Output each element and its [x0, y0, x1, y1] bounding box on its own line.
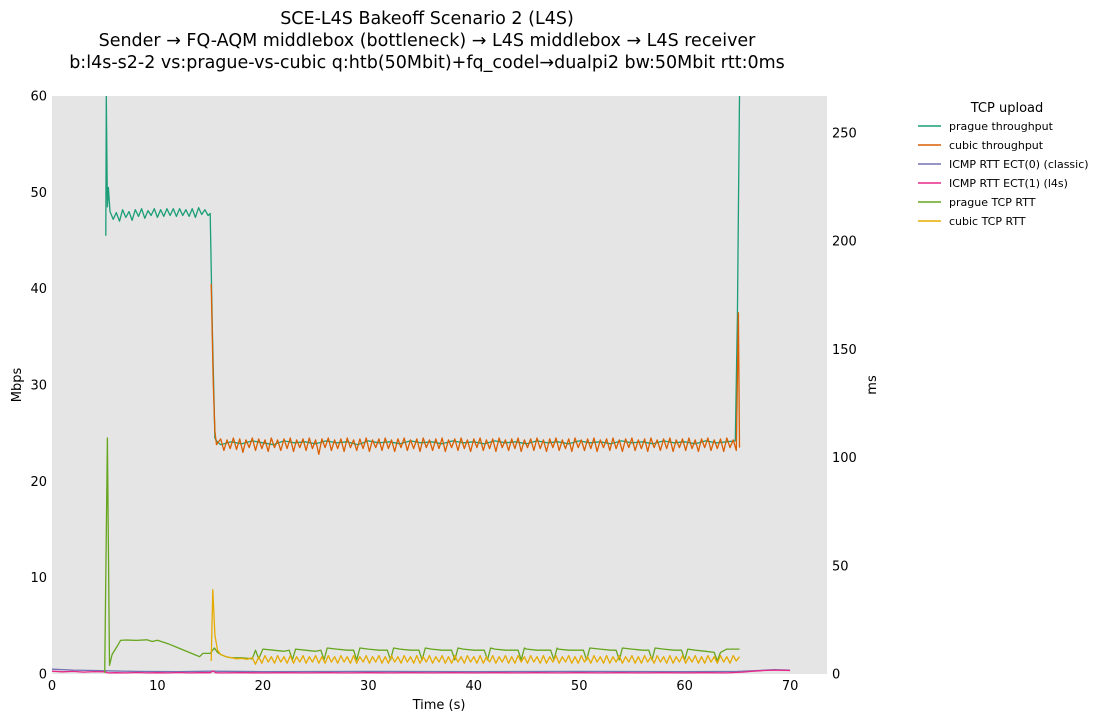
y-left-tick-label: 60: [30, 90, 47, 105]
series-line-icmp-rtt-ect-0-classic: [52, 668, 791, 673]
y-left-axis-ticks: 0 10 20 30 40 50 60: [30, 90, 47, 683]
plot-area: [52, 96, 827, 674]
legend-entry: cubic TCP RTT: [918, 215, 1026, 228]
y-right-tick-label: 100: [832, 451, 857, 466]
legend-label: prague TCP RTT: [949, 196, 1036, 209]
legend-entry: ICMP RTT ECT(0) (classic): [918, 158, 1089, 171]
series-line-icmp-rtt-ect-1-l4s: [52, 669, 791, 674]
y-right-tick-label: 0: [832, 668, 840, 683]
legend-entry: prague throughput: [918, 120, 1054, 133]
legend-label: prague throughput: [949, 120, 1054, 133]
x-axis-label: Time (s): [412, 698, 466, 713]
y-right-tick-label: 150: [832, 343, 857, 358]
chart-title: SCE-L4S Bakeoff Scenario 2 (L4S) Sender …: [69, 9, 785, 73]
legend-title: TCP upload: [970, 101, 1044, 116]
legend-entry: ICMP RTT ECT(1) (l4s): [918, 177, 1068, 190]
legend-label: cubic TCP RTT: [949, 215, 1026, 228]
y-left-tick-label: 40: [30, 282, 47, 297]
x-tick-label: 70: [782, 679, 799, 694]
series-layer: [52, 96, 791, 674]
x-tick-label: 40: [465, 679, 482, 694]
x-axis-ticks: 0 10 20 30 40 50 60 70: [48, 679, 799, 694]
title-line-3: b:l4s-s2-2 vs:prague-vs-cubic q:htb(50Mb…: [69, 53, 785, 73]
series-line-prague-tcp-rtt: [104, 437, 740, 673]
y-left-tick-label: 50: [30, 186, 47, 201]
y-right-tick-label: 250: [832, 126, 857, 141]
y-left-tick-label: 10: [30, 571, 47, 586]
y-left-tick-label: 20: [30, 475, 47, 490]
x-tick-label: 20: [255, 679, 272, 694]
x-tick-label: 10: [149, 679, 166, 694]
y-right-tick-label: 50: [832, 559, 849, 574]
x-tick-label: 60: [676, 679, 693, 694]
series-line-cubic-throughput: [210, 283, 741, 456]
legend-entry: cubic throughput: [918, 139, 1044, 152]
y-left-tick-label: 0: [39, 668, 47, 683]
x-tick-label: 0: [48, 679, 56, 694]
y-right-axis-ticks: 0 50 100 150 200 250: [832, 126, 857, 682]
title-line-2: Sender → FQ-AQM middlebox (bottleneck) →…: [99, 31, 757, 51]
title-line-1: SCE-L4S Bakeoff Scenario 2 (L4S): [280, 9, 574, 29]
series-line-cubic-tcp-rtt: [210, 588, 741, 665]
y-left-tick-label: 30: [30, 379, 47, 394]
legend-entry: prague TCP RTT: [918, 196, 1036, 209]
x-tick-label: 50: [571, 679, 588, 694]
legend: TCP upload prague throughput cubic throug…: [918, 101, 1089, 228]
x-tick-label: 30: [360, 679, 377, 694]
legend-label: cubic throughput: [949, 139, 1044, 152]
y-right-axis-label: ms: [865, 375, 880, 395]
legend-label: ICMP RTT ECT(0) (classic): [949, 158, 1089, 171]
legend-label: ICMP RTT ECT(1) (l4s): [949, 177, 1068, 190]
y-left-axis-label: Mbps: [10, 368, 25, 403]
y-right-tick-label: 200: [832, 235, 857, 250]
